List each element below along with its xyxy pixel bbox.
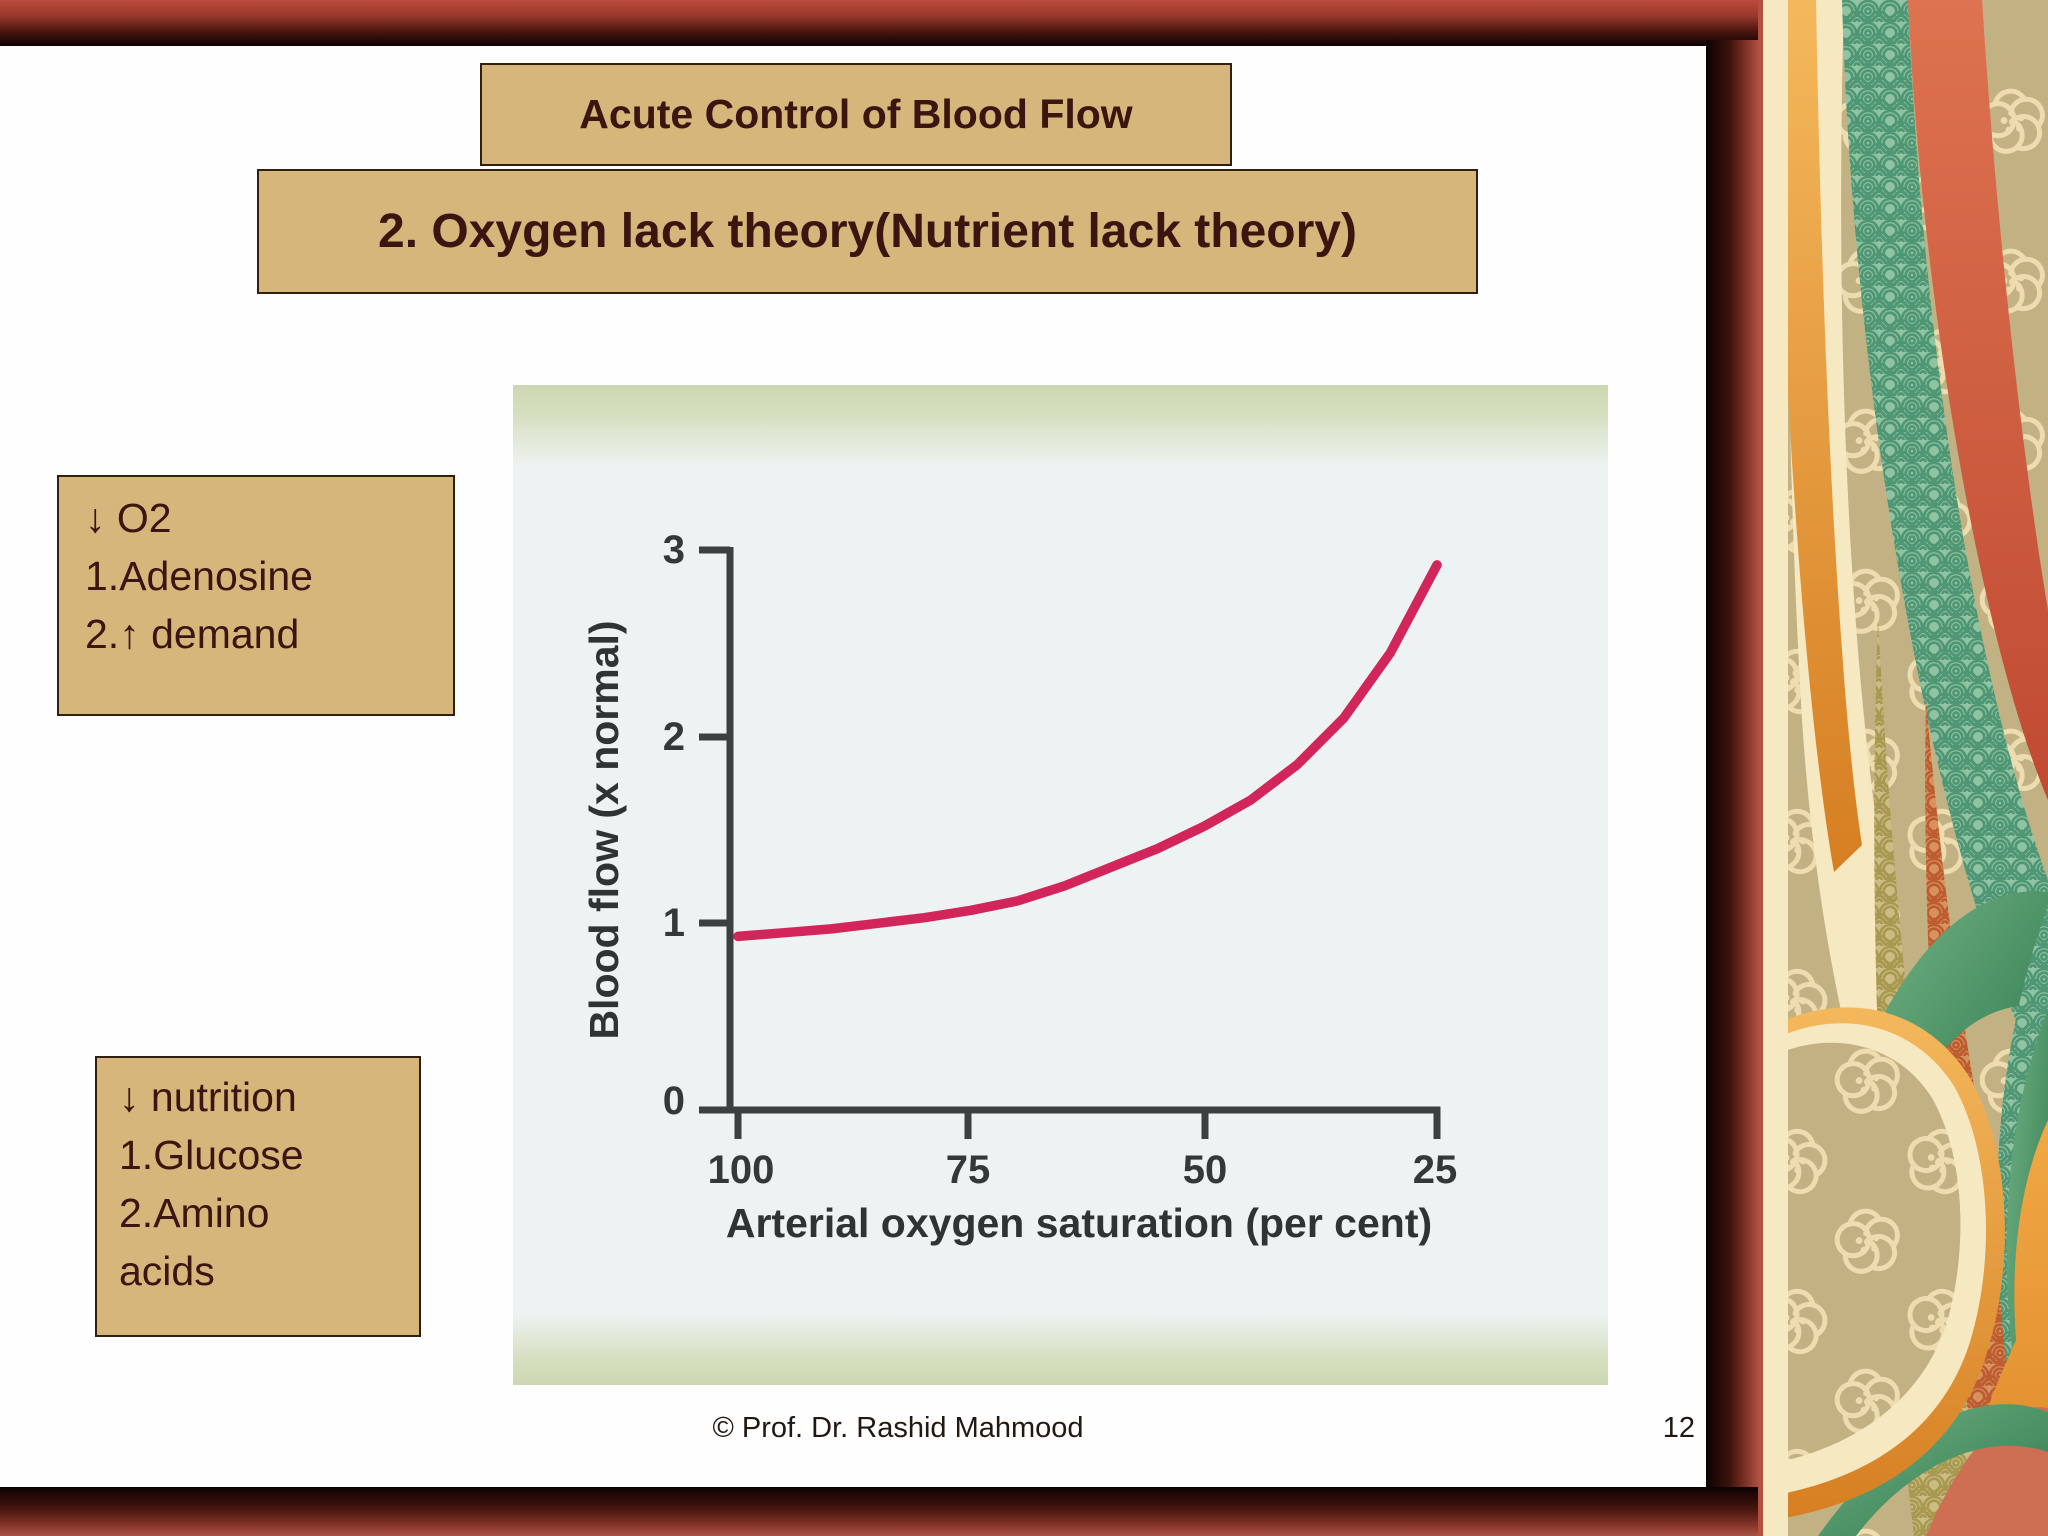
slide-title: Acute Control of Blood Flow [480, 63, 1232, 166]
x-tick-label: 100 [708, 1148, 775, 1192]
panel-red-band [1908, 0, 2048, 800]
panel-blob-flower-field [1758, 1042, 1961, 1466]
chart-green-band-bottom [513, 1313, 1608, 1385]
note-line: ↓ O2 [85, 495, 172, 541]
slide-title-text: Acute Control of Blood Flow [579, 91, 1133, 137]
y-tick-label: 3 [663, 528, 685, 572]
slide-subtitle-text: 2. Oxygen lack theory(Nutrient lack theo… [378, 205, 1357, 258]
x-tick-label: 75 [946, 1148, 991, 1192]
note-line: ↓ nutrition [119, 1074, 297, 1120]
panel-cream-strip [1762, 0, 1788, 1536]
y-tick-label: 0 [663, 1079, 685, 1123]
note-line: 2.↑ demand [85, 611, 300, 657]
y-tick-label: 1 [663, 901, 685, 945]
x-tick-label: 50 [1183, 1148, 1228, 1192]
chart-plot: 3 2 1 0 100 75 50 25 Blood flow (x norma… [581, 528, 1458, 1246]
note-line: acids [119, 1248, 215, 1294]
axes [699, 546, 1441, 1139]
frame-top-border [0, 0, 1758, 46]
footer-credit: © Prof. Dr. Rashid Mahmood [712, 1412, 1084, 1444]
note-box-oxygen: ↓ O2 1.Adenosine 2.↑ demand [57, 475, 455, 716]
y-tick-label: 2 [663, 715, 685, 759]
decorative-kimono-panel [1758, 0, 2048, 1536]
panel-teal-wave-band [1842, 0, 2048, 1090]
slide-subtitle: 2. Oxygen lack theory(Nutrient lack theo… [257, 169, 1478, 294]
note-box-nutrition: ↓ nutrition 1.Glucose 2.Amino acids [95, 1056, 421, 1337]
page-number: 12 [1662, 1412, 1695, 1444]
note-line: 2.Amino [119, 1190, 270, 1236]
panel-orange-taper [1774, 0, 1862, 872]
panel-red-sliver [1758, 0, 1763, 1536]
note-line: 1.Adenosine [85, 553, 313, 599]
chart-green-band-top [513, 385, 1608, 467]
y-axis-title: Blood flow (x normal) [581, 620, 627, 1039]
x-axis-line [717, 1106, 1441, 1139]
x-axis-title: Arterial oxygen saturation (per cent) [726, 1200, 1432, 1246]
frame-bottom-border [0, 1487, 1758, 1536]
panel-cream-swoosh [1786, 0, 1958, 1240]
x-axis-ticks [734, 1110, 1209, 1139]
note-line: 1.Glucose [119, 1132, 304, 1178]
y-axis-ticks [699, 546, 730, 1114]
blood-flow-curve [733, 560, 1442, 942]
x-tick-label: 25 [1413, 1148, 1458, 1192]
frame-right-border [1706, 40, 1758, 1487]
panel-green-curve [1818, 1404, 2048, 1536]
blood-flow-chart: 3 2 1 0 100 75 50 25 Blood flow (x norma… [513, 385, 1608, 1385]
